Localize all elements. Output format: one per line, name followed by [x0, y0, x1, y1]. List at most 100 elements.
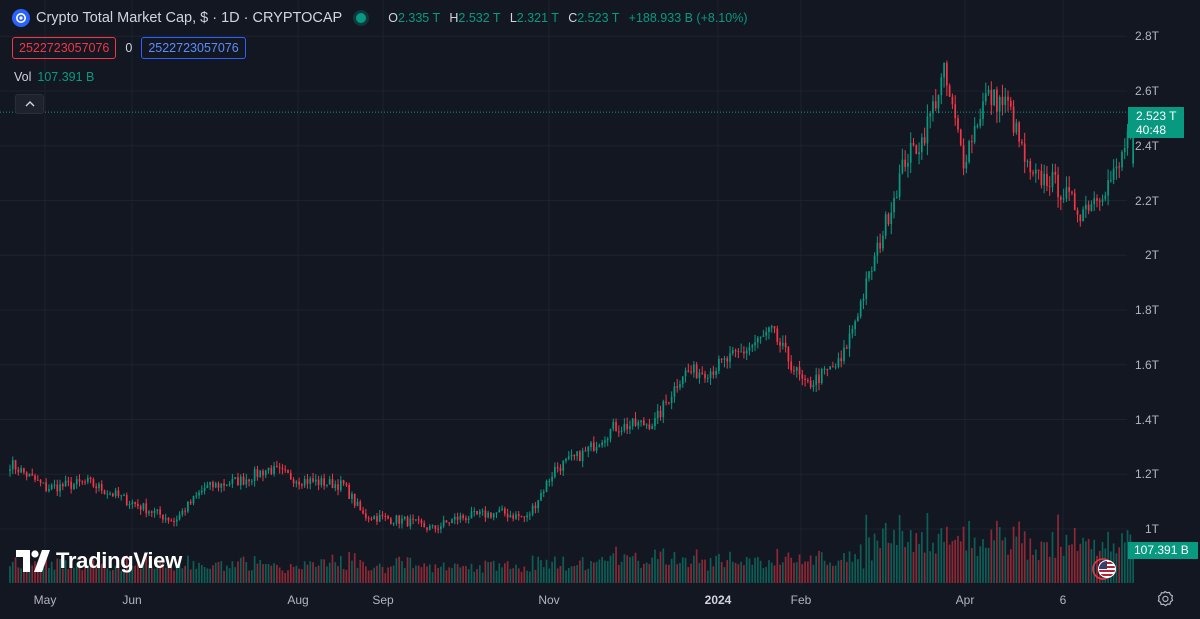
candle-body — [353, 493, 356, 506]
candle-body — [656, 410, 659, 419]
volume-bar — [348, 551, 351, 583]
candle-body — [109, 493, 111, 495]
candle-body — [743, 351, 745, 354]
candle-body — [529, 514, 531, 516]
us-flag-icon[interactable] — [1092, 558, 1122, 580]
candle-body — [807, 380, 809, 382]
candle-body — [64, 480, 67, 487]
volume-bar — [473, 571, 476, 583]
candle-body — [709, 371, 712, 378]
candle-body — [412, 518, 414, 520]
volume-bar — [901, 530, 904, 583]
candle-body — [11, 460, 14, 470]
candle-body — [248, 479, 250, 482]
candle-body — [239, 476, 242, 486]
market-status-dot[interactable] — [356, 13, 367, 23]
symbol-title[interactable]: Crypto Total Market Cap, $ · 1D · CRYPTO… — [36, 10, 343, 26]
candle-body — [1062, 198, 1065, 200]
gear-icon[interactable] — [1156, 590, 1174, 608]
candle-body — [490, 512, 492, 518]
collapse-legend-button[interactable] — [15, 94, 44, 114]
volume-bar — [662, 548, 665, 583]
candle-body — [487, 512, 490, 518]
candle-body — [478, 511, 481, 515]
candle-body — [370, 518, 373, 520]
volume-bar — [642, 563, 645, 583]
candle-body — [337, 484, 339, 491]
candle-body — [28, 473, 31, 477]
volume-bar — [1059, 546, 1062, 583]
candle-body — [540, 492, 542, 501]
candle-body — [690, 371, 692, 373]
candle-body — [323, 478, 325, 486]
blue-value-box[interactable]: 2522723057076 — [141, 37, 246, 59]
candle-body — [289, 472, 292, 480]
candle-body — [845, 347, 848, 349]
volume-bar — [120, 571, 123, 583]
candle-body — [117, 490, 120, 496]
candle-body — [820, 369, 823, 384]
candle-body — [1046, 173, 1048, 187]
volume-bar — [606, 560, 609, 583]
volume-bar — [706, 570, 709, 583]
volume-bar — [781, 562, 784, 583]
candle-body — [1126, 131, 1129, 148]
candle-body — [876, 242, 879, 256]
volume-bar — [815, 555, 818, 583]
volume-bar — [117, 563, 120, 583]
red-value-box[interactable]: 2522723057076 — [12, 37, 117, 59]
volume-bar — [351, 560, 353, 583]
volume-bar — [592, 562, 595, 583]
volume-bar — [323, 559, 325, 583]
volume-bar — [679, 563, 681, 583]
time-tick-label: Nov — [538, 593, 560, 607]
price-tick-label: 2T — [1144, 248, 1159, 263]
time-tick-label: 2024 — [704, 593, 732, 607]
candle-body — [403, 516, 406, 519]
volume-bar — [681, 557, 684, 583]
volume-bar — [20, 568, 22, 583]
candle-body — [762, 335, 765, 337]
candle-body — [809, 380, 812, 388]
volume-bar — [676, 564, 679, 583]
candle-body — [526, 515, 528, 518]
candle-body — [898, 173, 901, 197]
candle-body — [559, 468, 562, 471]
candle-body — [70, 481, 73, 489]
candle-body — [748, 347, 751, 351]
volume-bar — [551, 561, 553, 583]
candle-body — [756, 337, 759, 343]
candle-body — [187, 501, 189, 512]
candle-body — [723, 358, 726, 360]
volume-bar — [298, 568, 300, 583]
volume-bar — [381, 567, 384, 583]
volume-bar — [537, 556, 540, 583]
candle-body — [114, 490, 117, 497]
candle-body — [317, 479, 320, 486]
volume-bar — [826, 564, 829, 583]
volume-bar — [579, 560, 581, 583]
candle-body — [1101, 199, 1104, 202]
volume-bar — [734, 562, 737, 583]
candle-body — [512, 515, 515, 519]
volume-value: 107.391 B — [37, 70, 95, 84]
candle-body — [734, 350, 737, 352]
volume-bar — [253, 556, 256, 583]
candle-body — [334, 484, 337, 489]
candle-body — [259, 470, 262, 477]
volume-bar — [951, 541, 954, 583]
candle-body — [968, 141, 970, 162]
candle-body — [467, 518, 470, 520]
candle-body — [542, 491, 545, 493]
candle-body — [214, 483, 217, 488]
candle-body — [125, 495, 128, 506]
candle-body — [145, 503, 148, 514]
candle-body — [498, 509, 501, 513]
volume-bar — [445, 570, 448, 583]
volume-bar — [626, 555, 629, 583]
volume-bar — [134, 565, 136, 583]
candle-body — [740, 351, 742, 353]
candle-body — [940, 77, 943, 96]
candle-body — [534, 505, 537, 509]
